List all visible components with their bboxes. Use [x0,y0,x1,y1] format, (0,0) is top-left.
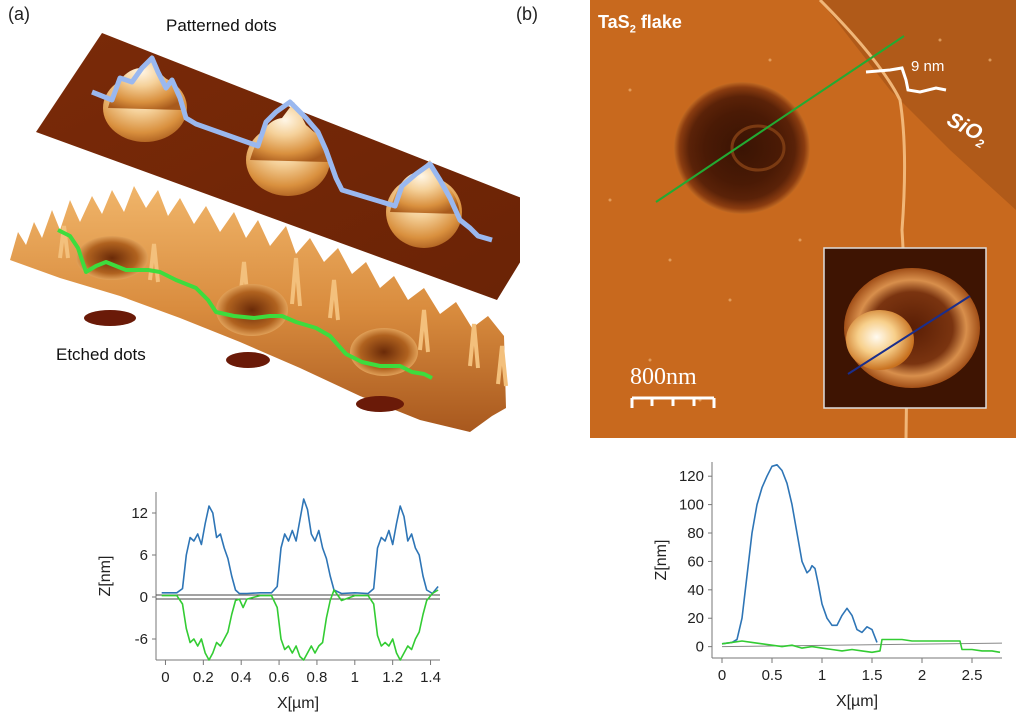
afm-topography-image: TaS2 flake 9 nm SiO2 800nm [590,0,1016,438]
reference-line [721,642,1003,648]
afm-topography-svg [590,0,1016,438]
series-line-2 [161,589,439,661]
patterned-profile-trace [91,55,493,243]
y-tick-label: 6 [140,547,148,564]
etched-shadow-2 [226,352,270,368]
series-line-1 [721,464,878,645]
etched-shadow-3 [356,396,404,412]
scale-bar [630,396,716,408]
surface-speckles [608,38,992,402]
etched-profile-trace [57,228,433,380]
x-tick-label: 2 [918,667,926,684]
patterned-dot-3 [386,160,462,248]
etched-dots-label: Etched dots [56,345,146,364]
step-height-label: 9 nm [911,58,945,75]
x-tick-label: 0 [718,667,726,684]
y-tick-label: 40 [687,582,704,599]
etched-pit-2 [216,284,288,336]
chart-b: 120 100 80 60 40 20 00 0.5 1 1.5 2 2.5 X[µm] Z[nm] [653,462,1003,710]
x-tick-label: 0.6 [269,669,290,686]
etched-shadow-1 [84,310,136,326]
x-tick-label: 1.2 [382,669,403,686]
y-tick-label: 0 [696,639,704,656]
x-axis-label: X[µm] [836,693,878,710]
patterned-dots-label: Patterned dots [166,16,277,35]
step-profile [865,66,947,94]
y-tick-label: -6 [135,631,148,648]
y-tick-label: 0 [140,589,148,606]
x-tick-label: 1 [818,667,826,684]
x-tick-label: 1.4 [420,669,441,686]
y-tick-label: 80 [687,525,704,542]
x-tick-label: 0.8 [307,669,328,686]
x-axis-label: X[µm] [277,695,319,712]
profile-line-blue [847,295,971,375]
y-tick-label: 120 [679,468,704,485]
patterned-dot-2 [246,102,330,196]
chart-a: 12 6 0 -6 0 0.2 0.4 0.6 0.8 1 1.2 1.4 X[µm] Z[nm] [97,492,441,712]
panel-a-letter: (a) [8,4,30,24]
y-tick-label: 60 [687,553,704,570]
scale-bar-label: 800nm [630,364,697,390]
x-tick-label: 1.5 [862,667,883,684]
series-line-1 [161,498,439,595]
tas2-flake-label: TaS2 flake [598,12,682,36]
panel-b-letter: (b) [516,4,538,24]
x-tick-label: 2.5 [962,667,983,684]
x-tick-label: 1 [351,669,359,686]
x-tick-label: 0.5 [762,667,783,684]
inset-image [823,247,987,409]
y-tick-label: 20 [687,610,704,627]
patterned-dot-1 [103,55,187,142]
y-axis-label: Z[nm] [97,556,114,597]
x-tick-label: 0 [161,669,169,686]
hole-inner-ring [730,124,786,172]
etched-hole [674,82,810,214]
x-tick-label: 0.2 [193,669,214,686]
y-axis-label: Z[nm] [653,540,670,581]
series-line-2 [721,638,1001,654]
afm-3d-rendering [10,33,520,432]
x-tick-label: 0.4 [231,669,252,686]
y-tick-label: 12 [131,505,148,522]
profile-line-green [655,35,905,203]
y-tick-label: 100 [679,497,704,514]
etched-spikes [58,225,508,387]
